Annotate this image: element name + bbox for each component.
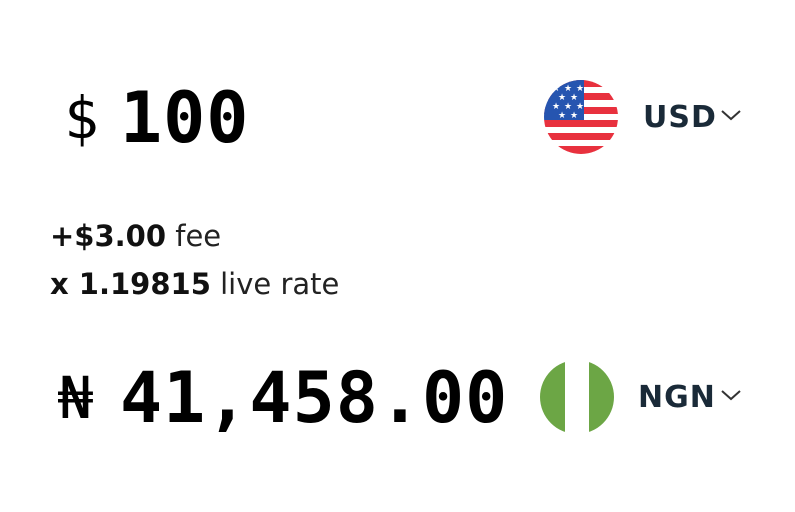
us-flag-icon: ★ ★ ★ ★ ★ ★ ★ ★ ★ ★	[544, 80, 618, 154]
svg-text:★: ★	[576, 84, 584, 94]
send-currency-code: USD	[643, 100, 717, 135]
send-currency-selector[interactable]: ★ ★ ★ ★ ★ ★ ★ ★ ★ ★ USD	[544, 80, 764, 160]
fee-label: fee	[175, 219, 222, 253]
receive-currency-selector[interactable]: NGN	[540, 360, 760, 440]
svg-text:★: ★	[564, 102, 572, 112]
svg-text:★: ★	[576, 102, 584, 112]
send-amount-input[interactable]: 100	[120, 77, 250, 159]
receive-currency-symbol: ₦	[58, 364, 93, 432]
ng-flag-icon	[540, 360, 614, 434]
svg-text:★: ★	[570, 93, 578, 103]
svg-text:★: ★	[570, 111, 578, 121]
fee-rate-info: +$3.00 fee x 1.19815 live rate	[50, 212, 339, 308]
fee-line: +$3.00 fee	[50, 212, 339, 260]
rate-label: live rate	[220, 267, 340, 301]
receive-currency-code: NGN	[638, 380, 716, 415]
chevron-down-icon	[721, 390, 741, 401]
chevron-down-icon	[721, 110, 741, 121]
rate-line: x 1.19815 live rate	[50, 260, 339, 308]
svg-text:★: ★	[564, 84, 572, 94]
fee-amount: +$3.00	[50, 219, 167, 253]
svg-text:★: ★	[558, 111, 566, 121]
receive-amount-row: ₦ 41,458.00 NGN	[0, 348, 795, 448]
receive-amount-value[interactable]: 41,458.00	[120, 357, 509, 439]
svg-text:★: ★	[552, 102, 560, 112]
send-currency-symbol: $	[64, 84, 99, 152]
rate-value: x 1.19815	[50, 267, 211, 301]
svg-text:★: ★	[558, 93, 566, 103]
send-amount-row: $ 100 ★ ★ ★ ★ ★ ★ ★ ★ ★ ★	[0, 68, 795, 168]
